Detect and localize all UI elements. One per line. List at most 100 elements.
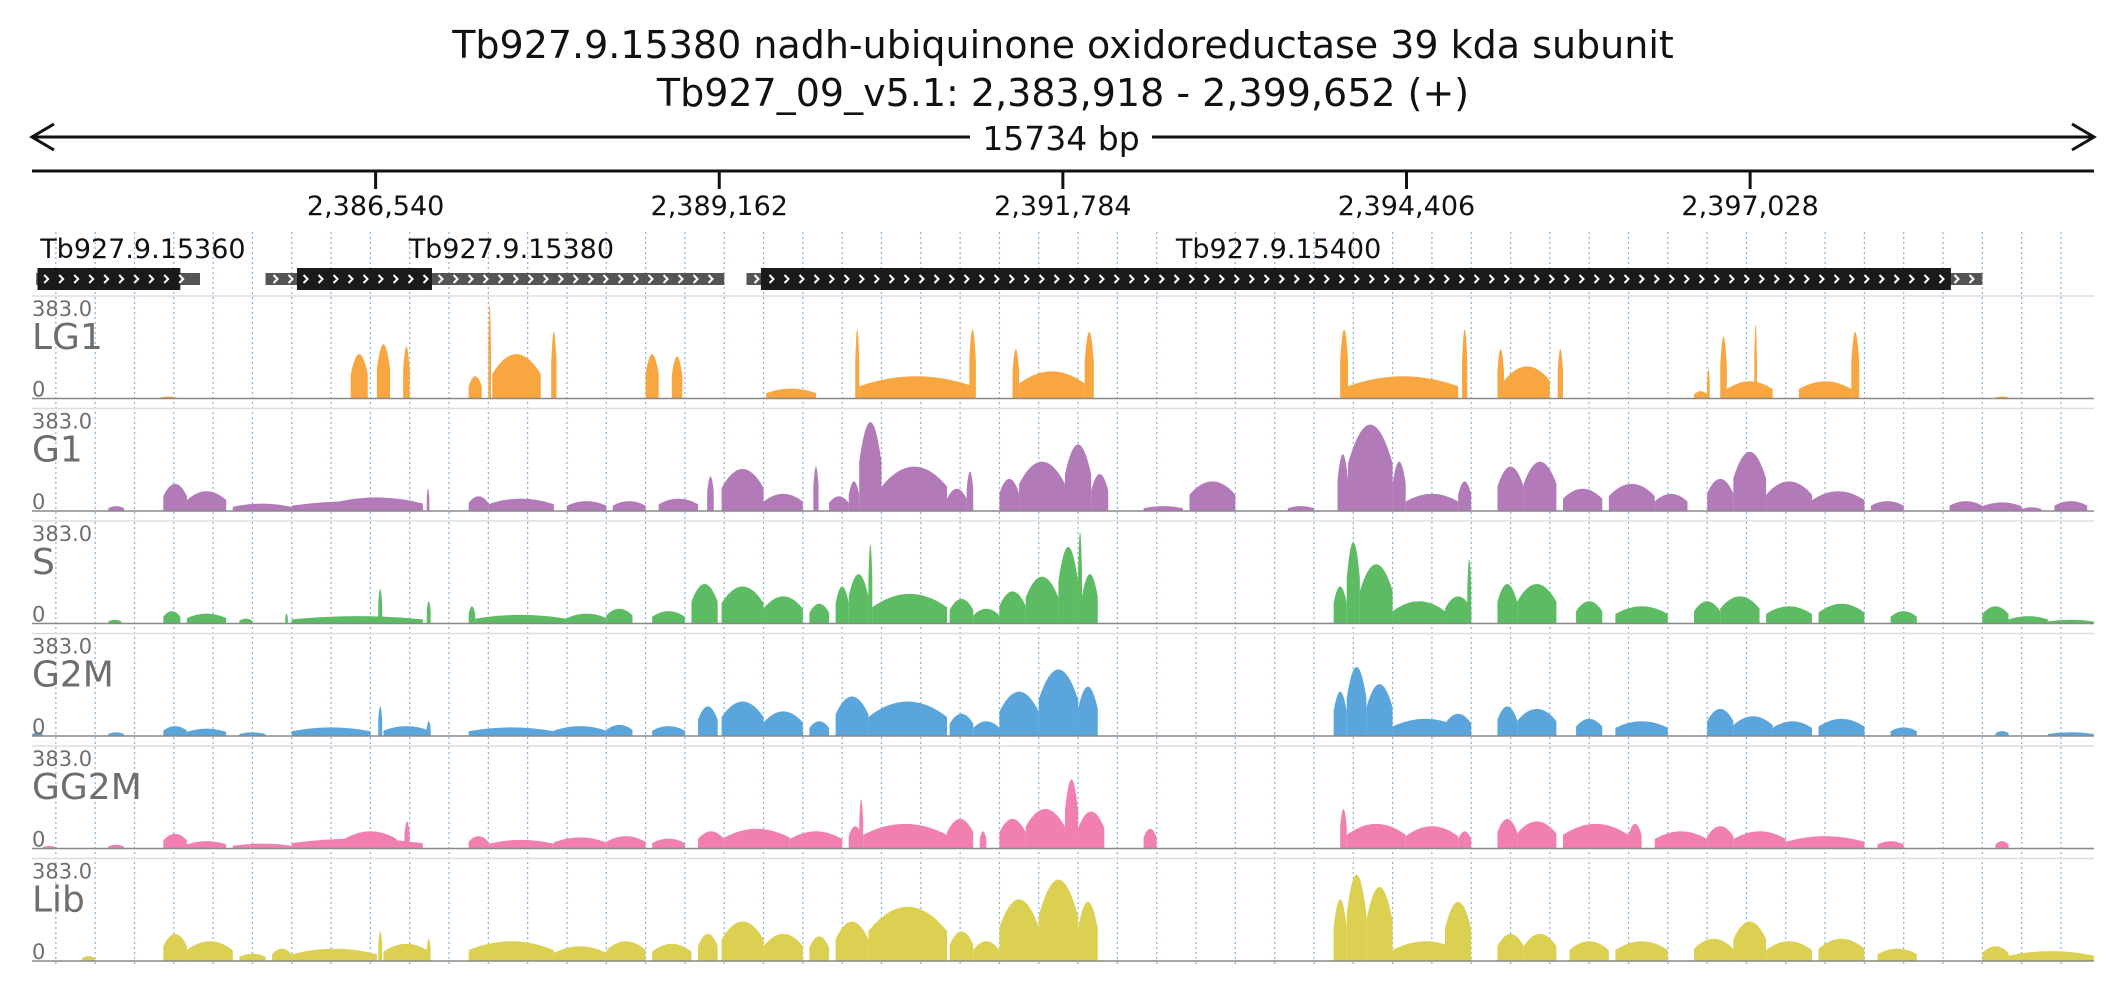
coverage-peak-gg2m-1 [108, 844, 124, 849]
coverage-peak-g1-17 [848, 481, 860, 511]
coverage-peak-gg2m-21 [999, 818, 1026, 849]
coverage-peak-gg2m-36 [1733, 831, 1786, 849]
coverage-peak-lg1-3 [403, 346, 410, 399]
coverage-peak-lib-22 [1038, 879, 1079, 961]
coverage-peak-g2m-38 [1995, 731, 2009, 736]
coverage-peak-gg2m-31 [1517, 821, 1557, 849]
coverage-peak-g2m-23 [1078, 686, 1098, 736]
coverage-peak-lib-3 [239, 953, 266, 961]
coverage-peak-s-13 [691, 584, 718, 624]
coverage-peak-g1-37 [1608, 483, 1655, 511]
coverage-peak-g2m-26 [1366, 684, 1393, 736]
coverage-peak-gg2m-25 [1143, 828, 1157, 849]
coverage-peak-s-28 [1333, 586, 1347, 624]
coverage-peak-lib-13 [698, 933, 718, 961]
track-max-label-1: 383.0 [32, 410, 92, 434]
coverage-peak-lib-2 [186, 941, 233, 961]
coverage-peak-lib-31 [1569, 941, 1609, 961]
coverage-peak-g2m-29 [1497, 706, 1518, 736]
coverage-peak-gg2m-33 [1628, 823, 1642, 849]
coverage-peak-g1-22 [999, 478, 1020, 511]
ruler-tick-label-3: 2,394,406 [1338, 191, 1475, 222]
coverage-peak-gg2m-24 [1078, 811, 1105, 849]
coverage-peak-s-18 [848, 574, 869, 624]
coverage-peak-lib-4 [272, 948, 292, 961]
coverage-peak-lib-27 [1392, 941, 1459, 961]
coverage-peak-gg2m-37 [1785, 836, 1865, 849]
coverage-peak-lg1-20 [1462, 329, 1468, 399]
coverage-peak-lib-11 [606, 941, 646, 961]
coverage-peak-s-44 [2008, 616, 2048, 624]
track-min-label-2: 0 [32, 603, 45, 627]
ruler-tick-label-2: 2,391,784 [994, 191, 1131, 222]
coverage-peak-gg2m-19 [947, 818, 974, 849]
coverage-peak-lg1-10 [766, 388, 816, 399]
coverage-peak-gg2m-13 [698, 831, 725, 849]
coverage-peak-g2m-36 [1818, 718, 1865, 736]
coverage-peak-g1-12 [707, 476, 714, 511]
coverage-peak-g1-31 [1392, 461, 1406, 511]
coverage-peak-lib-14 [721, 921, 764, 961]
coverage-peak-g2m-25 [1346, 666, 1367, 736]
coverage-peak-s-1 [163, 611, 181, 624]
coverage-peak-lg1-17 [1340, 329, 1349, 399]
coverage-peak-g1-16 [829, 496, 849, 511]
ruler-tick-label-0: 2,386,540 [307, 191, 444, 222]
gene-label-2: Tb927.9.15400 [1175, 234, 1381, 265]
coverage-peak-gg2m-14 [724, 828, 790, 849]
coverage-peak-g1-7 [468, 496, 489, 511]
coverage-peak-g2m-3 [186, 728, 227, 736]
coverage-peak-gg2m-12 [652, 838, 685, 849]
coverage-peak-lg1-12 [859, 376, 974, 399]
coverage-peak-g2m-13 [698, 706, 718, 736]
coverage-peak-g2m-6 [378, 706, 383, 736]
coverage-peak-lg1-21 [1497, 349, 1504, 399]
coverage-peak-g1-14 [763, 493, 803, 511]
coverage-peak-g1-9 [566, 501, 607, 511]
coverage-peak-s-20 [872, 593, 948, 624]
coverage-peak-s-31 [1392, 601, 1446, 624]
coverage-peak-s-30 [1359, 564, 1393, 624]
coverage-peak-gg2m-17 [859, 799, 864, 849]
coverage-peak-g1-11 [658, 498, 699, 511]
coverage-peak-lg1-6 [492, 354, 541, 399]
coverage-peak-lg1-4 [468, 376, 482, 399]
coverage-peak-lg1-25 [1707, 368, 1710, 399]
coverage-peak-g1-36 [1562, 488, 1603, 511]
coverage-peak-g1-3 [232, 503, 292, 511]
coverage-peak-s-21 [949, 598, 974, 624]
coverage-peak-g2m-31 [1576, 718, 1603, 736]
coverage-peak-s-37 [1615, 606, 1668, 624]
coverage-peak-lib-32 [1615, 941, 1668, 961]
track-min-label-4: 0 [32, 828, 45, 852]
coverage-peak-g1-19 [881, 466, 948, 511]
coverage-peak-s-29 [1346, 542, 1360, 624]
coverage-peak-g1-32 [1405, 493, 1459, 511]
coverage-peak-lib-28 [1445, 901, 1472, 961]
coverage-peak-s-16 [809, 603, 830, 624]
coverage-peak-g2m-19 [949, 713, 974, 736]
coverage-peak-lg1-9 [671, 356, 683, 399]
coverage-peak-g2m-30 [1517, 708, 1557, 736]
coverage-peak-g2m-11 [606, 724, 633, 736]
coverage-peak-g1-43 [1870, 501, 1904, 511]
coverage-peak-gg2m-18 [863, 823, 948, 849]
coverage-peak-g2m-27 [1392, 718, 1459, 736]
coverage-peak-g2m-18 [868, 701, 948, 736]
coverage-peak-g2m-35 [1772, 721, 1812, 736]
coverage-peak-s-42 [1890, 611, 1917, 624]
coverage-peak-lg1-5 [488, 304, 491, 399]
gene-2: Tb927.9.15400 [746, 234, 1983, 290]
coverage-peak-lib-33 [1694, 938, 1734, 961]
coverage-peak-s-25 [1058, 547, 1079, 624]
coverage-peak-gg2m-39 [1995, 841, 2009, 849]
coverage-peak-g1-41 [1766, 481, 1812, 511]
coverage-peak-lg1-30 [1851, 331, 1860, 399]
coverage-peak-s-27 [1082, 574, 1098, 624]
track-max-label-4: 383.0 [32, 747, 92, 771]
coverage-peak-s-14 [721, 586, 764, 624]
coverage-peak-g1-34 [1497, 466, 1524, 511]
